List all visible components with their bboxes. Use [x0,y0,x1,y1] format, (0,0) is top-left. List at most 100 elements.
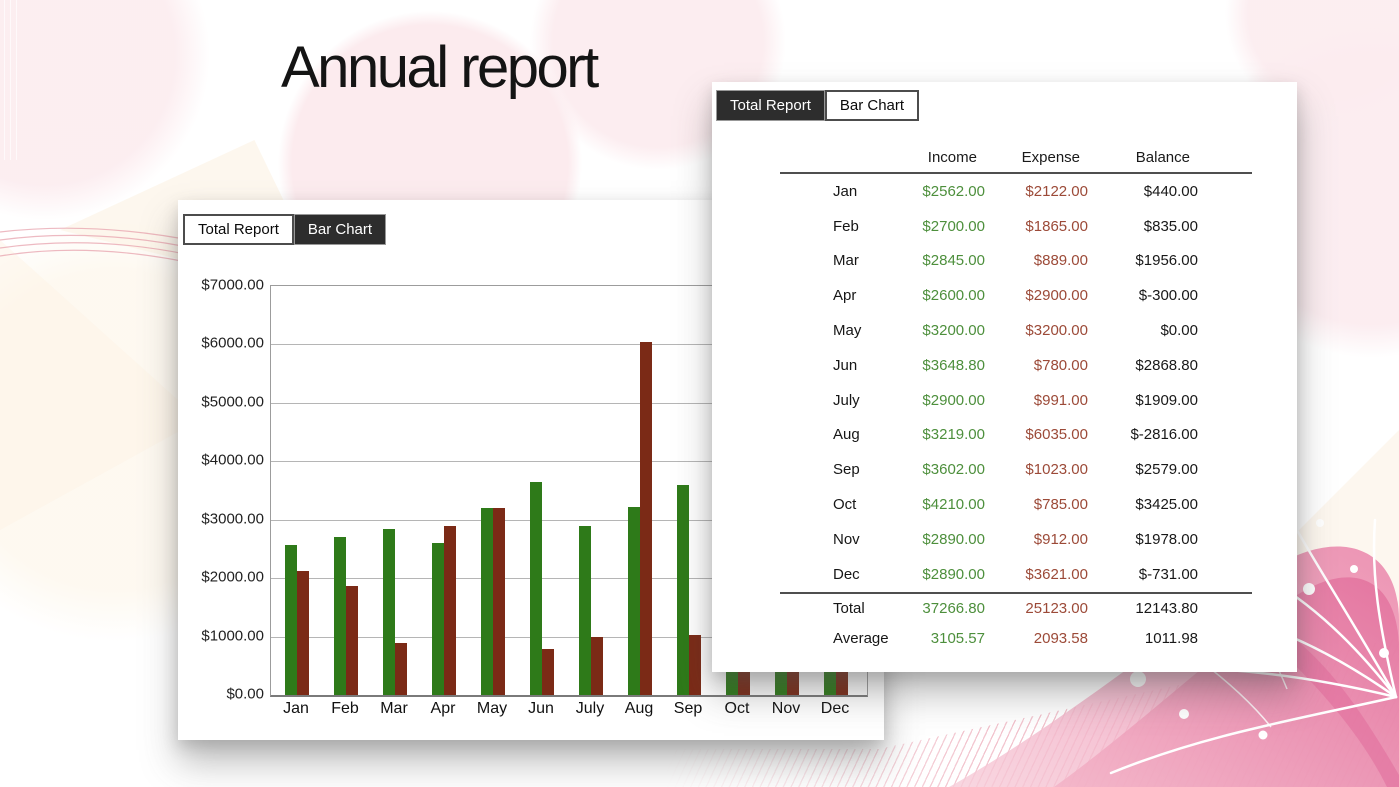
spacer-cell [1198,522,1252,557]
x-axis-label-july: July [575,700,605,717]
spacer-cell [1198,591,1252,624]
balance-cell: 1011.98 [1144,630,1198,648]
balance-cell: $1978.00 [1135,530,1198,548]
month-cell: Aug [833,426,860,444]
expense-cell: 2093.58 [1033,630,1088,648]
month-cell: Total [780,591,890,624]
balance-cell: 12143.80 [1088,591,1198,624]
expense-bar-apr [444,525,456,695]
gridline [271,519,867,521]
expense-cell: $889.00 [1033,252,1088,270]
income-cell: 3105.57 [930,630,985,648]
table-row-sep: Sep $3602.00 $1023.00 $2579.00 [780,452,1252,487]
table-row-july: July $2900.00 $991.00 $1909.00 [780,383,1252,418]
spacer-cell [1198,348,1252,383]
spacer-cell [1198,383,1252,418]
spacer-cell [1198,487,1252,522]
income-cell: $2600.00 [922,287,985,305]
page-title: Annual report [281,35,599,100]
income-cell: $4210.00 [922,496,985,514]
expense-cell: $1023.00 [1025,461,1088,479]
tab-total-report[interactable]: Total Report [183,214,294,245]
income-column-header: Income [890,142,985,174]
month-cell: Jun [833,356,858,374]
tab-total-report[interactable]: Total Report [716,90,825,121]
x-axis-label-apr: Apr [430,700,456,717]
x-axis-labels: Jan Feb Mar Apr May Jun July Aug Sep Oct Nov Dec [270,700,866,726]
x-axis-label-may: May [476,700,508,717]
spacer-cell [1198,418,1252,453]
gridline [271,636,867,638]
table-row-oct: Oct $4210.00 $785.00 $3425.00 [780,487,1252,522]
balance-column-header: Balance [1088,142,1198,174]
x-axis-label-aug: Aug [624,700,654,717]
x-axis-label-mar: Mar [380,700,408,717]
y-axis-label: $0.00 [226,685,264,703]
y-axis-label: $2000.00 [201,568,264,586]
expense-cell: 25123.00 [985,591,1088,624]
expense-column-header: Expense [985,142,1088,174]
gridline [271,344,867,346]
expense-cell: $3621.00 [1025,565,1088,583]
spacer-cell [1198,557,1252,593]
expense-bar-feb [346,586,358,695]
income-bar-apr [432,543,444,695]
income-cell: $2890.00 [922,530,985,548]
x-axis-label-feb: Feb [331,700,359,717]
tab-bar-chart[interactable]: Bar Chart [293,214,387,245]
spacer-cell [1198,452,1252,487]
balance-cell: $0.00 [1160,322,1198,340]
expense-cell: $780.00 [1033,356,1088,374]
corner-lines-decoration [4,0,22,160]
balance-cell: $-731.00 [1138,565,1198,583]
y-axis-label: $3000.00 [201,510,264,528]
tab-bar-chart[interactable]: Bar Chart [824,90,920,121]
expense-bar-mar [395,643,407,695]
spacer-cell [1198,624,1252,654]
income-bar-jun [530,481,542,695]
month-cell: July [833,391,860,409]
month-cell: Apr [833,287,857,305]
month-cell: Sep [833,461,860,479]
expense-bar-sep [689,635,701,695]
balance-cell: $835.00 [1143,217,1198,235]
balance-cell: $1956.00 [1135,252,1198,270]
report-table: Income Expense Balance Jan $2562.00 $2122.… [780,142,1252,654]
month-cell: Average [833,630,889,648]
month-cell: Mar [833,252,859,270]
balance-cell: $2868.80 [1135,356,1198,374]
table-row-average: Average 3105.57 2093.58 1011.98 [780,624,1252,654]
x-axis-label-jan: Jan [283,700,309,717]
balance-cell: $3425.00 [1135,496,1198,514]
month-cell: May [833,322,862,340]
income-cell: $2845.00 [922,252,985,270]
expense-cell: $991.00 [1033,391,1088,409]
month-cell: Dec [833,565,860,583]
pink-arcs-decoration [0,227,205,267]
income-cell: $3602.00 [922,461,985,479]
chart-window-tabs: Total Report Bar Chart [183,214,387,245]
balance-cell: $440.00 [1143,182,1198,200]
expense-cell: $2900.00 [1025,287,1088,305]
table-row-apr: Apr $2600.00 $2900.00 $-300.00 [780,278,1252,313]
expense-cell: $2122.00 [1025,182,1088,200]
y-axis-labels: $0.00 $1000.00 $2000.00 $3000.00 $4000.00 $50… [178,277,264,703]
table-window-tabs: Total Report Bar Chart [716,90,920,121]
expense-bar-aug [640,342,652,695]
gridline [271,461,867,463]
month-cell: Oct [833,496,857,514]
x-axis-label-dec: Dec [820,700,850,717]
table-row-total: Total 37266.80 25123.00 12143.80 [780,591,1252,624]
income-bar-aug [628,506,640,695]
balance-cell: $-300.00 [1138,287,1198,305]
table-row-jun: Jun $3648.80 $780.00 $2868.80 [780,348,1252,383]
gridline [271,578,867,580]
month-column-header [780,142,890,174]
table-row-feb: Feb $2700.00 $1865.00 $835.00 [780,209,1252,244]
total-report-window: Total Report Bar Chart Income Expense Bal… [712,82,1297,672]
income-cell: $2700.00 [922,217,985,235]
spacer-cell [1198,278,1252,313]
balance-cell: $2579.00 [1135,461,1198,479]
y-axis-label: $7000.00 [201,276,264,294]
table-row-dec: Dec $2890.00 $3621.00 $-731.00 [780,557,1252,593]
